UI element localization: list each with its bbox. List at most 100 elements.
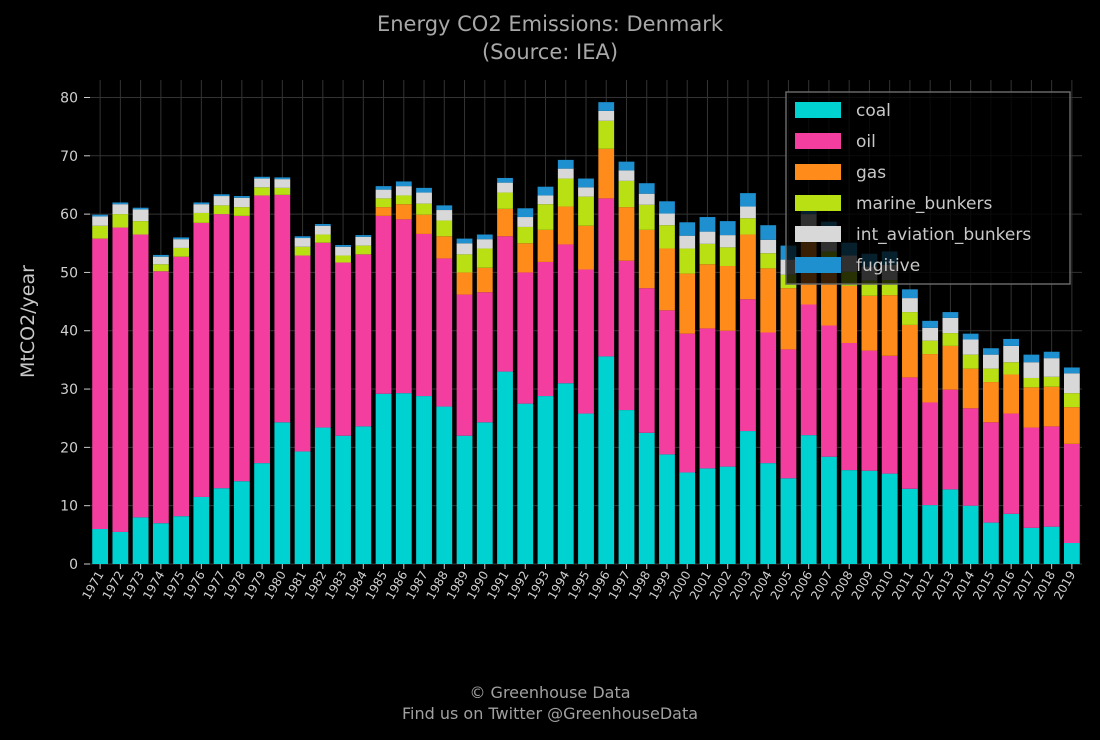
- bar-fugitive-2013: [942, 312, 959, 318]
- legend-swatch-gas: [795, 164, 841, 180]
- bar-gas-1994: [557, 206, 574, 245]
- bar-fugitive-2018: [1043, 351, 1060, 359]
- bar-coal-1978: [233, 481, 250, 564]
- bar-coal-2015: [983, 522, 999, 564]
- bar-marine_bunkers-2012: [922, 340, 939, 355]
- bar-fugitive-1999: [659, 201, 675, 214]
- bar-int_aviation_bunkers-1983: [335, 246, 351, 256]
- bar-oil-1989: [456, 294, 473, 436]
- bar-gas-1999: [659, 248, 675, 311]
- bar-gas-2001: [699, 264, 716, 329]
- y-tick-label: 70: [60, 149, 78, 165]
- bar-fugitive-2014: [962, 333, 979, 340]
- bar-coal-1989: [456, 435, 473, 564]
- bar-coal-2017: [1023, 527, 1040, 564]
- bar-int_aviation_bunkers-2016: [1003, 345, 1020, 363]
- bar-marine_bunkers-2017: [1023, 377, 1040, 388]
- bar-gas-1998: [638, 229, 655, 289]
- bar-oil-1979: [254, 195, 270, 464]
- bar-coal-2019: [1063, 543, 1080, 564]
- bar-gas-1987: [416, 214, 432, 234]
- bar-int_aviation_bunkers-1973: [132, 209, 149, 222]
- bar-oil-1998: [638, 288, 655, 433]
- bar-fugitive-1991: [497, 177, 513, 183]
- bar-marine_bunkers-2013: [942, 333, 959, 346]
- bar-coal-1976: [193, 496, 210, 564]
- y-tick-label: 40: [60, 324, 78, 340]
- bar-coal-2010: [881, 473, 898, 564]
- bar-int_aviation_bunkers-2014: [962, 339, 979, 355]
- bar-gas-2012: [922, 354, 939, 403]
- bar-fugitive-2000: [679, 222, 696, 236]
- bar-gas-2002: [719, 266, 736, 331]
- bar-marine_bunkers-1993: [537, 204, 554, 230]
- bar-coal-1975: [173, 516, 189, 564]
- bar-coal-1990: [476, 422, 493, 564]
- bar-marine_bunkers-1994: [557, 178, 574, 207]
- bar-gas-1990: [476, 267, 493, 293]
- bar-fugitive-1976: [193, 202, 210, 205]
- legend-label-gas: gas: [856, 163, 886, 183]
- bar-oil-1982: [314, 242, 331, 428]
- bar-fugitive-1996: [598, 102, 615, 111]
- bar-coal-1985: [375, 393, 392, 564]
- bar-marine_bunkers-1973: [132, 221, 149, 235]
- bar-fugitive-1980: [274, 177, 291, 180]
- legend-label-marine_bunkers: marine_bunkers: [856, 194, 992, 214]
- bar-int_aviation_bunkers-2011: [902, 298, 918, 313]
- bar-coal-1992: [517, 403, 534, 564]
- legend-swatch-oil: [795, 133, 841, 149]
- legend-label-fugitive: fugitive: [856, 256, 920, 276]
- bar-marine_bunkers-1981: [294, 246, 311, 256]
- bar-int_aviation_bunkers-1985: [375, 189, 392, 199]
- y-tick-label: 20: [60, 440, 78, 456]
- bar-marine_bunkers-1983: [335, 255, 351, 263]
- bar-oil-2014: [962, 408, 979, 506]
- bar-coal-1987: [416, 396, 432, 564]
- bar-gas-2013: [942, 345, 959, 390]
- bar-marine_bunkers-1977: [213, 205, 230, 215]
- bar-marine_bunkers-1984: [355, 245, 372, 255]
- bar-marine_bunkers-1980: [274, 187, 291, 195]
- bar-fugitive-1981: [294, 236, 311, 239]
- bar-coal-2008: [841, 470, 858, 564]
- bar-coal-1988: [436, 406, 453, 564]
- bar-coal-1999: [659, 454, 675, 564]
- bar-fugitive-2011: [902, 289, 918, 299]
- bar-oil-1977: [213, 214, 230, 489]
- bar-gas-2003: [740, 234, 756, 300]
- bar-int_aviation_bunkers-1986: [395, 186, 412, 196]
- bar-int_aviation_bunkers-1975: [173, 239, 189, 248]
- bar-gas-2004: [760, 268, 777, 333]
- bar-marine_bunkers-1999: [659, 225, 675, 249]
- bar-gas-1985: [375, 207, 392, 216]
- bar-coal-1972: [112, 531, 129, 564]
- y-tick-label: 30: [60, 382, 78, 398]
- bar-gas-1986: [395, 204, 412, 220]
- bar-int_aviation_bunkers-2019: [1063, 373, 1080, 394]
- y-tick-label: 80: [60, 90, 78, 106]
- bar-gas-2018: [1043, 386, 1060, 427]
- bar-oil-1978: [233, 215, 250, 482]
- bar-marine_bunkers-1998: [638, 204, 655, 230]
- legend-swatch-coal: [795, 102, 841, 118]
- legend-box: [785, 91, 1071, 285]
- bar-fugitive-1983: [335, 245, 351, 247]
- legend-label-oil: oil: [856, 132, 876, 152]
- bar-int_aviation_bunkers-1982: [314, 225, 331, 235]
- bar-int_aviation_bunkers-1993: [537, 195, 554, 205]
- bar-coal-2001: [699, 468, 716, 564]
- bar-gas-1993: [537, 229, 554, 262]
- bar-int_aviation_bunkers-1972: [112, 204, 129, 215]
- bar-gas-2014: [962, 368, 979, 409]
- bar-oil-1990: [476, 292, 493, 423]
- bar-coal-1997: [618, 410, 635, 564]
- legend-swatch-marine_bunkers: [795, 195, 841, 211]
- bar-oil-2006: [800, 304, 817, 436]
- bar-gas-2017: [1023, 387, 1040, 428]
- footer-twitter: Find us on Twitter @GreenhouseData: [401, 704, 699, 723]
- bar-coal-2013: [942, 489, 959, 564]
- bar-oil-2001: [699, 328, 716, 469]
- bar-oil-1986: [395, 219, 412, 394]
